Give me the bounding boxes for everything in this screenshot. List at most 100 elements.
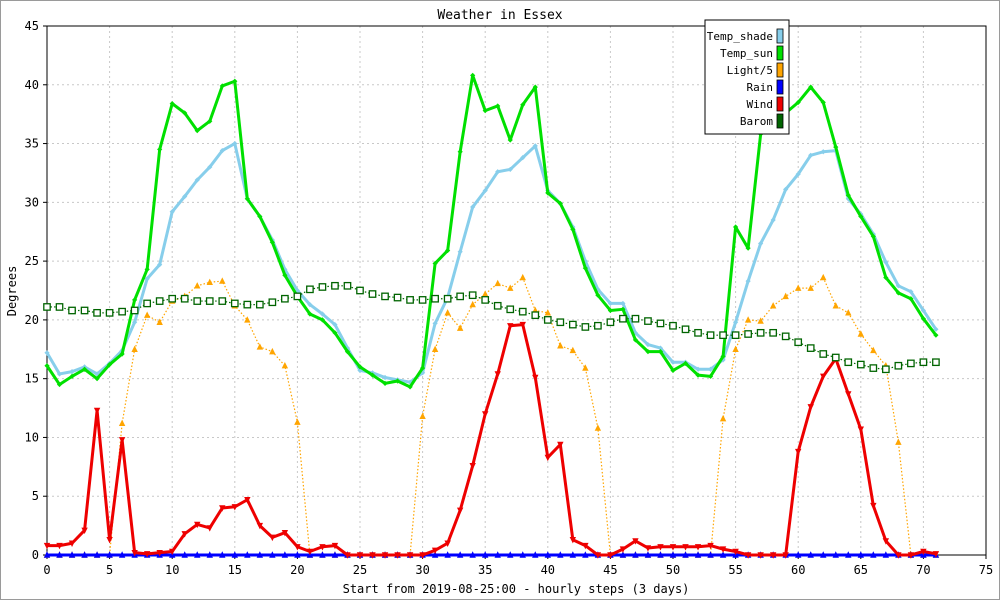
series-rain-point bbox=[657, 551, 664, 558]
series-barom-point bbox=[656, 319, 665, 328]
series-temp-shade-point bbox=[607, 300, 613, 307]
series-wind-point bbox=[519, 321, 526, 329]
series-wind-point bbox=[118, 437, 126, 444]
series-temp-shade-point bbox=[182, 193, 188, 200]
series-wind-point bbox=[607, 552, 614, 559]
series-temp-shade-point bbox=[820, 149, 826, 155]
chart-title: Weather in Essex bbox=[437, 8, 562, 23]
x-tick-label: 25 bbox=[353, 563, 367, 577]
series-rain-point bbox=[319, 551, 326, 558]
series-barom-point bbox=[594, 321, 602, 330]
series-temp-shade-point bbox=[695, 366, 701, 372]
series-light-5-point bbox=[482, 290, 489, 297]
series-wind-point bbox=[870, 502, 877, 510]
series-barom-point bbox=[669, 321, 677, 330]
series-wind-point bbox=[56, 542, 63, 550]
series-barom-point bbox=[406, 296, 414, 304]
series-temp-shade-point bbox=[157, 262, 163, 268]
series-barom-point bbox=[281, 294, 289, 303]
series-temp-sun-point bbox=[545, 190, 551, 196]
series-wind-point bbox=[143, 551, 151, 558]
series-temp-sun-point bbox=[933, 332, 939, 338]
series-light-5-point bbox=[219, 277, 226, 284]
series-wind-point bbox=[419, 552, 426, 559]
series-temp-shade-point bbox=[169, 209, 175, 215]
series-barom-point bbox=[43, 303, 51, 311]
series-temp-sun-point bbox=[733, 224, 739, 230]
series-barom-point bbox=[318, 283, 327, 291]
x-tick-label: 75 bbox=[979, 563, 993, 577]
series-wind-point bbox=[619, 546, 627, 553]
series-wind-point bbox=[194, 521, 201, 529]
series-temp-sun-point bbox=[870, 233, 876, 240]
series-rain-point bbox=[43, 551, 51, 558]
series-barom-point bbox=[619, 314, 627, 323]
series-wind-point bbox=[169, 548, 176, 556]
series-wind-point bbox=[569, 537, 577, 544]
series-temp-sun-point bbox=[845, 192, 851, 198]
x-tick-label: 60 bbox=[791, 563, 805, 577]
series-temp-sun-point bbox=[207, 118, 213, 124]
series-light-5-point bbox=[507, 284, 514, 291]
series-barom-point bbox=[606, 318, 615, 327]
axes: 0 5 10 15 20 25 30 35 40 45 0 5 10 15 20 25 30 35 40 45 50 55… bbox=[25, 19, 994, 577]
series-wind-point bbox=[156, 549, 163, 557]
series-rain-point bbox=[219, 551, 226, 558]
series-barom-point bbox=[819, 350, 828, 358]
series-wind-point bbox=[482, 411, 489, 418]
series-temp-sun-point bbox=[157, 146, 163, 153]
legend-label-temp-shade: Temp_shade bbox=[707, 30, 773, 43]
series-temp-shade-point bbox=[132, 319, 138, 325]
series-temp-shade-point bbox=[194, 177, 200, 183]
series-wind-point bbox=[845, 391, 852, 398]
series-rain-point bbox=[231, 551, 238, 558]
series-rain-point bbox=[619, 551, 627, 558]
series-light-5-point bbox=[757, 317, 764, 324]
series-barom-point bbox=[193, 297, 202, 305]
series-barom-point bbox=[93, 308, 101, 317]
series-rain-point bbox=[494, 551, 501, 558]
series-barom bbox=[43, 281, 940, 374]
series-wind-point bbox=[68, 540, 76, 547]
series-temp-sun-point bbox=[557, 200, 563, 207]
x-tick-label: 5 bbox=[106, 563, 113, 577]
series-barom-point bbox=[932, 358, 940, 367]
series-temp-shade-point bbox=[657, 345, 664, 351]
series-barom-point bbox=[556, 318, 565, 327]
series-barom-point bbox=[806, 344, 815, 352]
series-wind-point bbox=[456, 507, 464, 515]
series-wind-point bbox=[544, 454, 551, 462]
series-temp-sun-point bbox=[144, 266, 150, 272]
series-temp-shade-point bbox=[645, 341, 651, 348]
series-rain-point bbox=[820, 551, 827, 558]
series-wind-point bbox=[594, 552, 602, 559]
series-barom-point bbox=[230, 299, 239, 308]
series-barom-point bbox=[493, 301, 502, 310]
series-wind-point bbox=[820, 373, 827, 381]
series-temp-sun-point bbox=[720, 353, 726, 359]
series-temp-sun-point bbox=[795, 99, 801, 106]
series-barom-point bbox=[781, 332, 790, 341]
series-wind-point bbox=[557, 441, 564, 449]
series-barom-point bbox=[581, 323, 590, 331]
series-barom-point bbox=[343, 281, 352, 290]
series-temp-sun-point bbox=[570, 226, 576, 232]
series-barom-point bbox=[694, 328, 702, 337]
series-wind-point bbox=[719, 546, 727, 553]
series-temp-sun-point bbox=[895, 290, 901, 296]
series-light-5-point bbox=[870, 346, 877, 354]
series-barom-point bbox=[155, 297, 164, 305]
x-tick-label: 30 bbox=[415, 563, 429, 577]
series-barom-point bbox=[919, 358, 928, 367]
series-rain-point bbox=[256, 551, 264, 558]
series-rain-point bbox=[507, 551, 514, 558]
series-temp-sun-point bbox=[607, 307, 613, 314]
series-lines bbox=[43, 63, 940, 559]
series-light-5-point bbox=[857, 330, 864, 337]
series-temp-sun-point bbox=[282, 272, 288, 278]
series-barom-point bbox=[205, 297, 214, 305]
series-barom-point bbox=[631, 314, 640, 323]
series-wind-point bbox=[319, 544, 326, 551]
series-light-5-point bbox=[820, 273, 827, 281]
x-tick-label: 50 bbox=[666, 563, 680, 577]
